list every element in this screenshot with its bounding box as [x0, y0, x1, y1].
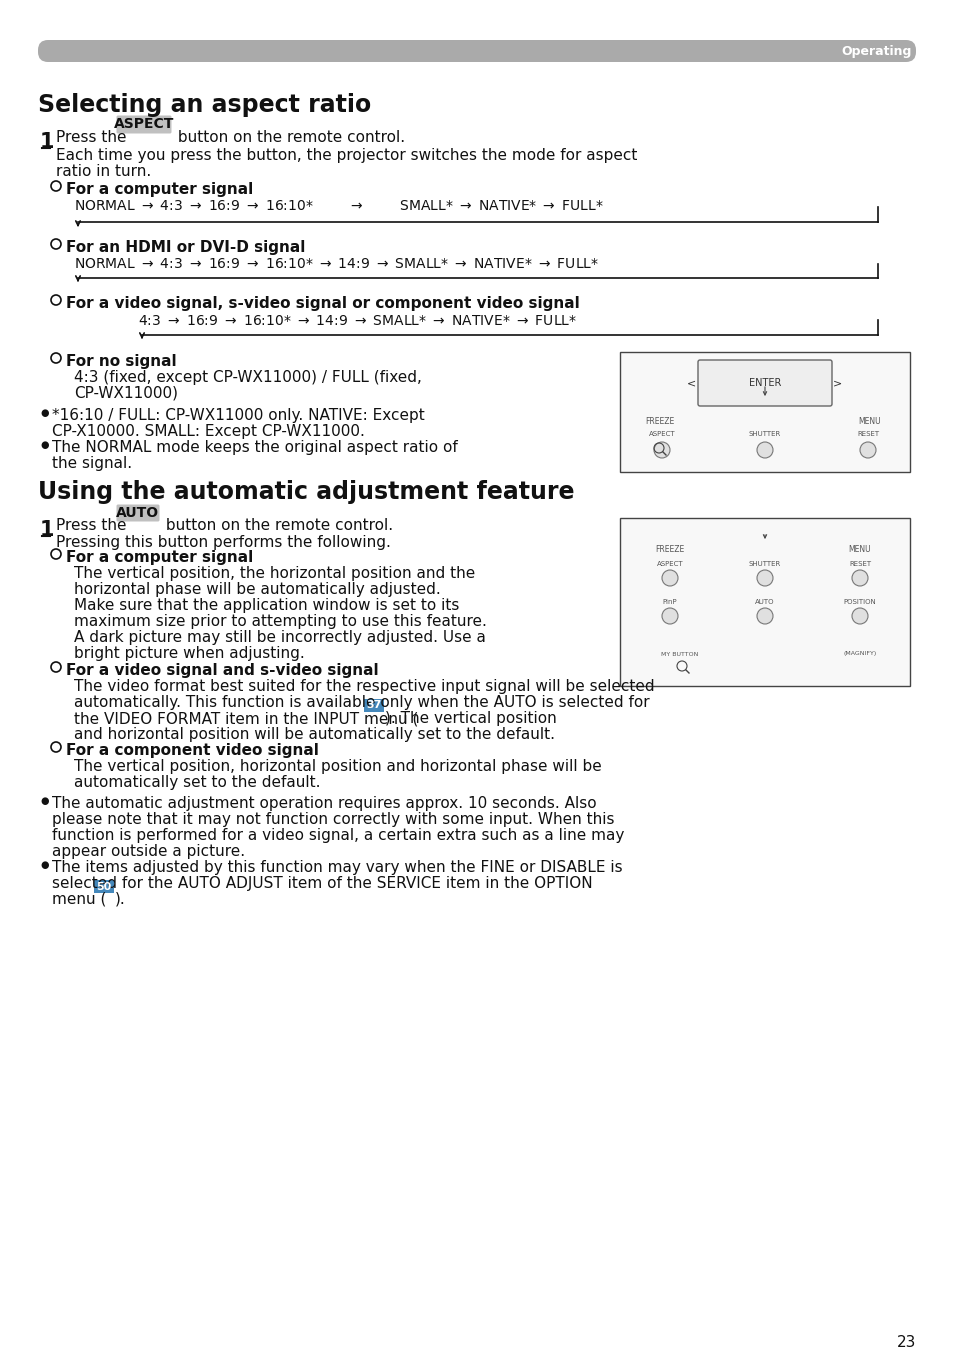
Text: selected for the AUTO ADJUST item of the SERVICE item in the OPTION: selected for the AUTO ADJUST item of the…	[52, 876, 592, 891]
Text: The vertical position, horizontal position and horizontal phase will be: The vertical position, horizontal positi…	[74, 760, 601, 774]
Text: Pressing this button performs the following.: Pressing this button performs the follow…	[56, 535, 391, 550]
Text: 37: 37	[366, 700, 381, 711]
Text: The video format best suited for the respective input signal will be selected: The video format best suited for the res…	[74, 678, 654, 695]
Bar	[619, 519, 909, 686]
Text: PinP: PinP	[662, 598, 677, 605]
Text: For an HDMI or DVI-D signal: For an HDMI or DVI-D signal	[66, 240, 305, 255]
Text: and horizontal position will be automatically set to the default.: and horizontal position will be automati…	[74, 727, 555, 742]
Text: MENU: MENU	[848, 546, 870, 555]
Text: please note that it may not function correctly with some input. When this: please note that it may not function cor…	[52, 812, 614, 827]
Text: Operating: Operating	[841, 45, 911, 57]
Text: horizontal phase will be automatically adjusted.: horizontal phase will be automatically a…	[74, 582, 440, 597]
Text: maximum size prior to attempting to use this feature.: maximum size prior to attempting to use …	[74, 613, 486, 630]
Text: RESET: RESET	[856, 431, 878, 437]
Text: MY BUTTON: MY BUTTON	[660, 651, 698, 657]
Text: For no signal: For no signal	[66, 353, 176, 370]
Text: For a video signal, s-video signal or component video signal: For a video signal, s-video signal or co…	[66, 297, 579, 311]
Bar	[94, 880, 113, 894]
Text: 1: 1	[40, 520, 54, 540]
Text: 4:3 (fixed, except CP-WX11000) / FULL (fixed,: 4:3 (fixed, except CP-WX11000) / FULL (f…	[74, 370, 421, 385]
FancyBboxPatch shape	[38, 41, 915, 62]
Circle shape	[654, 441, 669, 458]
Text: FREEZE: FREEZE	[655, 546, 684, 555]
Text: For a video signal and s-video signal: For a video signal and s-video signal	[66, 663, 378, 678]
Text: Press the: Press the	[56, 130, 132, 145]
Bar	[619, 352, 909, 473]
Text: CP-X10000. SMALL: Except CP-WX11000.: CP-X10000. SMALL: Except CP-WX11000.	[52, 424, 364, 439]
Text: ●: ●	[40, 440, 49, 450]
Circle shape	[851, 570, 867, 586]
Text: automatically set to the default.: automatically set to the default.	[74, 774, 320, 789]
Text: SHUTTER: SHUTTER	[748, 431, 781, 437]
Text: ). The vertical position: ). The vertical position	[385, 711, 557, 726]
Text: 4:3 $\rightarrow$ 16:9 $\rightarrow$ 16:10* $\rightarrow$ 14:9 $\rightarrow$ SMA: 4:3 $\rightarrow$ 16:9 $\rightarrow$ 16:…	[138, 314, 577, 328]
Text: SHUTTER: SHUTTER	[748, 561, 781, 567]
Text: function is performed for a video signal, a certain extra such as a line may: function is performed for a video signal…	[52, 829, 623, 844]
Text: *16:10 / FULL: CP-WX11000 only. NATIVE: Except: *16:10 / FULL: CP-WX11000 only. NATIVE: …	[52, 408, 424, 422]
Text: automatically. This function is available only when the AUTO is selected for: automatically. This function is availabl…	[74, 695, 649, 709]
Text: appear outside a picture.: appear outside a picture.	[52, 844, 245, 858]
Text: FREEZE: FREEZE	[644, 417, 674, 427]
Text: NORMAL $\rightarrow$ 4:3 $\rightarrow$ 16:9 $\rightarrow$ 16:10*        $\righta: NORMAL $\rightarrow$ 4:3 $\rightarrow$ 1…	[74, 199, 603, 213]
Text: For a computer signal: For a computer signal	[66, 181, 253, 196]
Text: AUTO: AUTO	[755, 598, 774, 605]
FancyBboxPatch shape	[116, 115, 172, 134]
Text: Press the: Press the	[56, 519, 132, 533]
Circle shape	[757, 608, 772, 624]
Text: The vertical position, the horizontal position and the: The vertical position, the horizontal po…	[74, 566, 475, 581]
Text: button on the remote control.: button on the remote control.	[172, 130, 405, 145]
Text: the VIDEO FORMAT item in the INPUT menu (: the VIDEO FORMAT item in the INPUT menu …	[74, 711, 418, 726]
Text: the signal.: the signal.	[52, 456, 132, 471]
Text: >: >	[833, 378, 841, 389]
Text: ASPECT: ASPECT	[656, 561, 682, 567]
Circle shape	[757, 441, 772, 458]
FancyBboxPatch shape	[116, 505, 159, 521]
Circle shape	[757, 570, 772, 586]
Text: ratio in turn.: ratio in turn.	[56, 164, 152, 179]
Text: menu (: menu (	[52, 892, 107, 907]
Text: For a computer signal: For a computer signal	[66, 550, 253, 565]
Text: ASPECT: ASPECT	[648, 431, 675, 437]
Text: ).: ).	[115, 892, 126, 907]
Text: Selecting an aspect ratio: Selecting an aspect ratio	[38, 93, 371, 116]
FancyBboxPatch shape	[698, 360, 831, 406]
Text: Make sure that the application window is set to its: Make sure that the application window is…	[74, 598, 459, 613]
Bar	[364, 699, 384, 712]
Text: 50: 50	[96, 881, 112, 891]
Text: The automatic adjustment operation requires approx. 10 seconds. Also: The automatic adjustment operation requi…	[52, 796, 596, 811]
Circle shape	[661, 570, 678, 586]
Text: ●: ●	[40, 860, 49, 871]
Text: (MAGNIFY): (MAGNIFY)	[842, 651, 876, 657]
Text: The NORMAL mode keeps the original aspect ratio of: The NORMAL mode keeps the original aspec…	[52, 440, 457, 455]
Text: button on the remote control.: button on the remote control.	[161, 519, 393, 533]
Text: 23: 23	[896, 1335, 915, 1350]
Text: NORMAL $\rightarrow$ 4:3 $\rightarrow$ 16:9 $\rightarrow$ 16:10* $\rightarrow$ 1: NORMAL $\rightarrow$ 4:3 $\rightarrow$ 1…	[74, 257, 598, 271]
Text: AUTO: AUTO	[116, 506, 159, 520]
Text: MENU: MENU	[858, 417, 881, 427]
Text: bright picture when adjusting.: bright picture when adjusting.	[74, 646, 304, 661]
Text: For a component video signal: For a component video signal	[66, 743, 318, 758]
Text: RESET: RESET	[848, 561, 870, 567]
Circle shape	[661, 608, 678, 624]
Text: <: <	[687, 378, 696, 389]
Text: A dark picture may still be incorrectly adjusted. Use a: A dark picture may still be incorrectly …	[74, 630, 485, 645]
Circle shape	[851, 608, 867, 624]
Text: CP-WX11000): CP-WX11000)	[74, 386, 178, 401]
Text: Using the automatic adjustment feature: Using the automatic adjustment feature	[38, 481, 574, 504]
Circle shape	[859, 441, 875, 458]
Text: ●: ●	[40, 796, 49, 806]
Text: The items adjusted by this function may vary when the FINE or DISABLE is: The items adjusted by this function may …	[52, 860, 622, 875]
Text: ENTER: ENTER	[748, 378, 781, 389]
Text: 1: 1	[40, 131, 54, 152]
Text: Each time you press the button, the projector switches the mode for aspect: Each time you press the button, the proj…	[56, 148, 637, 162]
Text: ASPECT: ASPECT	[113, 116, 174, 131]
Text: ●: ●	[40, 408, 49, 418]
Text: POSITION: POSITION	[842, 598, 876, 605]
